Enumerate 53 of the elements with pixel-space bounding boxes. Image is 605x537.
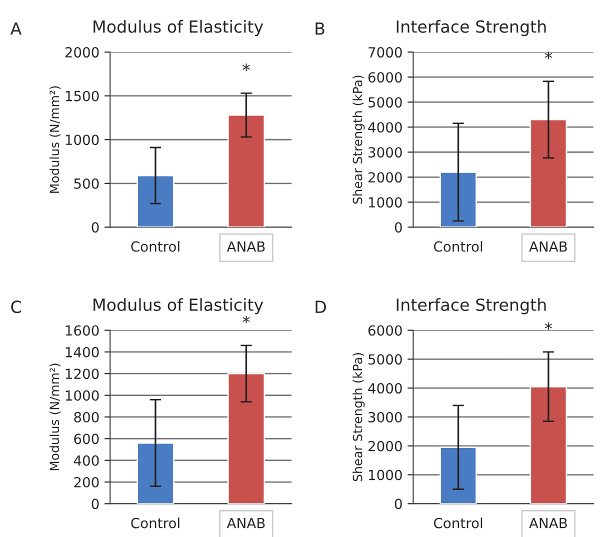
text: * — [242, 316, 250, 324]
chart-title: Modulus of Elasticity — [94, 20, 264, 36]
x-tick-label: Control — [131, 518, 180, 528]
x-tick-label: Control — [434, 241, 482, 252]
y-tick-label: 3000 — [368, 147, 402, 158]
y-tick-label: 1000 — [66, 134, 99, 146]
text: C — [11, 300, 22, 314]
y-tick-label: 4000 — [368, 383, 402, 394]
y-tick-label: 400 — [74, 455, 99, 466]
y-tick-label: 1400 — [66, 346, 99, 358]
y-axis-title: Shear Strength (kPa) — [352, 76, 365, 204]
chart-title: Modulus of Elasticity — [94, 298, 264, 314]
y-tick-label: 6000 — [368, 325, 402, 336]
y-tick-label: 1000 — [368, 197, 402, 208]
y-tick-label: 1600 — [66, 325, 99, 336]
chart-title: Interface Strength — [396, 20, 546, 36]
x-tick-label: ANAB — [529, 241, 567, 252]
y-axis-title: Modulus (N/mm²) — [49, 364, 61, 470]
text: B — [316, 22, 324, 35]
y-tick-label: 1500 — [66, 90, 99, 102]
x-tick-label: Control — [434, 518, 482, 528]
y-tick-label: 4000 — [368, 122, 402, 133]
x-tick-label: ANAB — [226, 518, 265, 528]
text: D — [316, 300, 326, 313]
y-tick-label: 5000 — [368, 354, 402, 365]
y-tick-label: 0 — [92, 498, 99, 510]
y-tick-label: 2000 — [368, 172, 402, 183]
y-tick-label: 1200 — [66, 368, 99, 380]
chart-title: Interface Strength — [396, 298, 546, 314]
y-tick-label: 1000 — [368, 470, 402, 480]
annotation: * — [242, 64, 250, 72]
y-tick-label: 0 — [394, 222, 402, 233]
y-tick-label: 500 — [74, 178, 99, 189]
y-tick-label: 2000 — [368, 440, 402, 452]
y-tick-label: 0 — [394, 498, 402, 510]
y-tick-label: 5000 — [368, 97, 402, 108]
y-tick-label: 3000 — [368, 412, 402, 422]
annotation: * — [544, 52, 552, 60]
y-tick-label: 2000 — [65, 47, 99, 58]
text: * — [544, 322, 552, 330]
x-tick-label: ANAB — [529, 518, 567, 528]
x-tick-label: Control — [131, 241, 180, 252]
y-tick-label: 6000 — [368, 72, 402, 83]
y-axis-title: Modulus (N/mm²) — [49, 86, 61, 193]
y-tick-label: 200 — [74, 476, 99, 488]
y-tick-label: 0 — [92, 222, 99, 233]
y-tick-label: 1000 — [66, 390, 99, 401]
y-tick-label: 7000 — [368, 47, 402, 58]
y-axis-title: Shear Strength (kPa) — [352, 353, 365, 482]
y-tick-label: 800 — [74, 412, 99, 422]
text: A — [10, 22, 22, 35]
y-tick-label: 600 — [74, 434, 99, 444]
x-tick-label: ANAB — [226, 241, 265, 252]
